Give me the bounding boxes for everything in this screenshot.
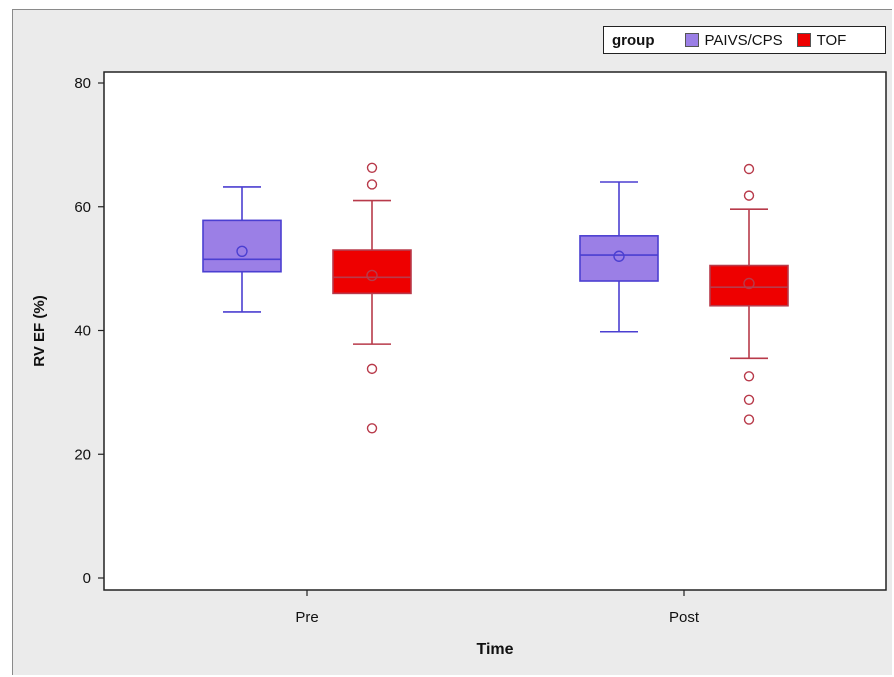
outlier-point (366, 179, 378, 190)
outlier-point (743, 163, 755, 175)
legend: group PAIVS/CPS TOF (603, 26, 886, 54)
plot-area (103, 71, 887, 591)
outlier-point (366, 363, 378, 375)
y-axis: 0 20 40 60 80 (74, 75, 104, 587)
iqr-box (332, 249, 412, 295)
y-tick-label-20: 20 (74, 446, 91, 463)
outlier-point (743, 394, 755, 405)
outlier-point (366, 162, 378, 173)
mean-marker (613, 250, 625, 262)
box-paivs-cps-post (579, 181, 659, 333)
mean-marker (236, 245, 248, 258)
x-tick-label-pre: Pre (295, 609, 318, 626)
y-tick-label-40: 40 (74, 323, 91, 340)
outlier-point (743, 371, 755, 382)
y-tick-label-80: 80 (74, 75, 91, 92)
legend-swatch-tof (796, 33, 811, 47)
outlier-point (366, 423, 378, 434)
box-paivs-cps-pre (202, 186, 282, 313)
iqr-box (709, 264, 789, 307)
iqr-box (579, 235, 659, 282)
box-tof-post (709, 163, 789, 425)
x-axis: Pre Post (295, 590, 700, 626)
x-tick-label-post: Post (669, 609, 700, 626)
mean-marker (366, 269, 378, 282)
legend-item-paivs-cps: PAIVS/CPS (684, 31, 783, 49)
y-axis-label: RV EF (%) (31, 295, 48, 366)
legend-item-tof: TOF (796, 31, 847, 49)
legend-title: group (612, 31, 655, 49)
legend-label-paivs-cps: PAIVS/CPS (704, 31, 783, 49)
box-tof-pre (332, 162, 412, 434)
outlier-point (743, 414, 755, 425)
outlier-point (743, 190, 755, 201)
legend-swatch-paivs-cps (684, 33, 699, 47)
legend-label-tof: TOF (816, 31, 847, 49)
mean-marker (743, 277, 755, 290)
boxes-layer (202, 162, 789, 434)
y-tick-label-0: 0 (83, 570, 91, 587)
y-tick-label-60: 60 (74, 199, 91, 216)
x-axis-label: Time (476, 641, 513, 658)
